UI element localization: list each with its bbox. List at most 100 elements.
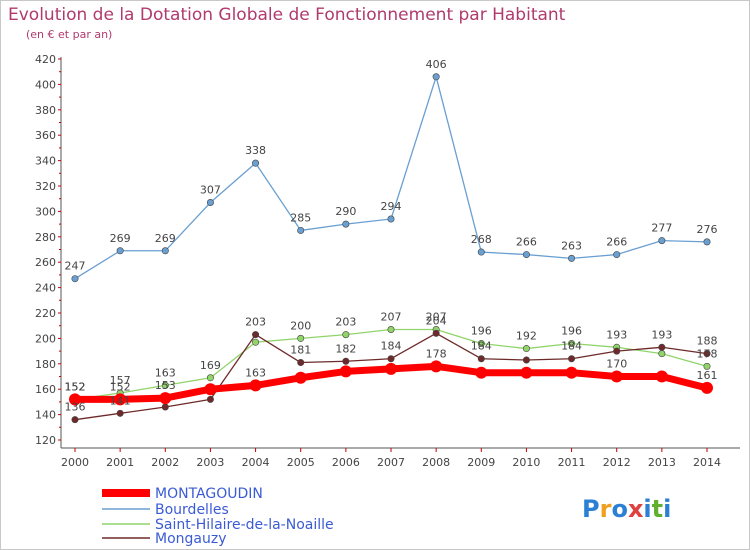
data-label: 207 <box>381 311 402 324</box>
y-tick-label: 240 <box>35 282 56 295</box>
data-label: 136 <box>65 401 86 414</box>
y-tick-label: 340 <box>35 155 56 168</box>
data-point <box>475 366 488 379</box>
data-point <box>387 355 395 363</box>
data-point <box>568 355 576 363</box>
data-label: 285 <box>290 211 311 224</box>
data-point <box>701 381 713 394</box>
data-label: 196 <box>561 324 582 337</box>
data-label: 277 <box>651 222 672 235</box>
data-point <box>252 159 260 167</box>
data-point <box>477 339 485 347</box>
data-label: 263 <box>561 239 582 252</box>
legend-label: MONTAGOUDIN <box>155 486 263 502</box>
data-label: 152 <box>65 380 86 393</box>
data-point <box>477 355 485 363</box>
data-label: 204 <box>426 314 447 327</box>
y-tick-label: 140 <box>35 409 56 422</box>
data-point <box>297 226 305 234</box>
data-point <box>342 331 350 339</box>
data-label: 152 <box>110 380 131 393</box>
data-label: 203 <box>335 316 356 329</box>
legend-label: Mongauzy <box>155 531 227 547</box>
data-point <box>432 73 440 81</box>
data-label: 269 <box>110 232 131 245</box>
data-point <box>613 251 621 259</box>
data-point <box>161 247 169 255</box>
data-point <box>206 374 214 382</box>
logo-text: Proxiti <box>582 495 671 523</box>
data-point <box>568 254 576 262</box>
data-point <box>252 331 260 339</box>
data-label: 152 <box>65 380 86 393</box>
data-point <box>161 381 169 389</box>
data-label: 200 <box>290 319 311 332</box>
data-label: 141 <box>110 394 131 407</box>
data-point <box>71 416 79 424</box>
chart-subtitle: (en € et par an) <box>26 28 112 41</box>
data-point <box>297 359 305 367</box>
data-label: 178 <box>426 347 447 360</box>
data-point <box>565 366 578 379</box>
y-tick-label: 260 <box>35 256 56 269</box>
data-point <box>206 199 214 207</box>
data-point <box>159 392 172 405</box>
x-tick-label: 2004 <box>242 456 270 469</box>
data-label: 290 <box>335 205 356 218</box>
data-point <box>342 220 350 228</box>
data-label: 338 <box>245 144 266 157</box>
y-tick-label: 180 <box>35 358 56 371</box>
data-point <box>703 238 711 246</box>
data-point <box>522 251 530 259</box>
data-label: 163 <box>245 366 266 379</box>
data-point <box>71 275 79 283</box>
data-label: 170 <box>606 358 627 371</box>
data-label: 247 <box>65 260 86 273</box>
data-label: 266 <box>516 236 537 249</box>
x-tick-label: 2001 <box>106 456 134 469</box>
data-label: 307 <box>200 184 221 197</box>
data-point <box>430 360 443 373</box>
y-tick-label: 220 <box>35 307 56 320</box>
x-tick-label: 2013 <box>648 456 676 469</box>
x-tick-label: 2009 <box>467 456 495 469</box>
data-label: 163 <box>155 366 176 379</box>
data-point <box>204 383 217 396</box>
data-label: 193 <box>606 328 627 341</box>
x-tick-label: 2006 <box>332 456 360 469</box>
data-label: 269 <box>155 232 176 245</box>
data-point <box>252 338 260 346</box>
data-point <box>568 339 576 347</box>
proxiti-logo: Proxiti <box>582 495 671 523</box>
data-point <box>522 356 530 364</box>
data-point <box>520 366 533 379</box>
y-tick-label: 280 <box>35 231 56 244</box>
y-tick-label: 400 <box>35 78 56 91</box>
data-label: 268 <box>471 233 492 246</box>
data-label: 161 <box>697 369 718 382</box>
legend-label: Bourdelles <box>155 502 229 518</box>
data-point <box>522 345 530 353</box>
y-tick-label: 300 <box>35 205 56 218</box>
data-label: 182 <box>335 342 356 355</box>
data-label: 203 <box>245 316 266 329</box>
data-label: 153 <box>155 379 176 392</box>
data-point <box>114 393 127 406</box>
data-point <box>297 334 305 342</box>
data-point <box>206 395 214 403</box>
data-label: 193 <box>651 328 672 341</box>
data-point <box>387 215 395 223</box>
data-point <box>294 371 307 384</box>
x-tick-label: 2014 <box>693 456 721 469</box>
y-tick-label: 360 <box>35 129 56 142</box>
data-label: 207 <box>426 311 447 324</box>
data-label: 294 <box>381 200 402 213</box>
y-tick-label: 420 <box>35 53 56 66</box>
data-point <box>658 350 666 358</box>
data-label: 266 <box>606 236 627 249</box>
data-point <box>703 350 711 358</box>
x-tick-label: 2005 <box>287 456 315 469</box>
data-point <box>161 403 169 411</box>
